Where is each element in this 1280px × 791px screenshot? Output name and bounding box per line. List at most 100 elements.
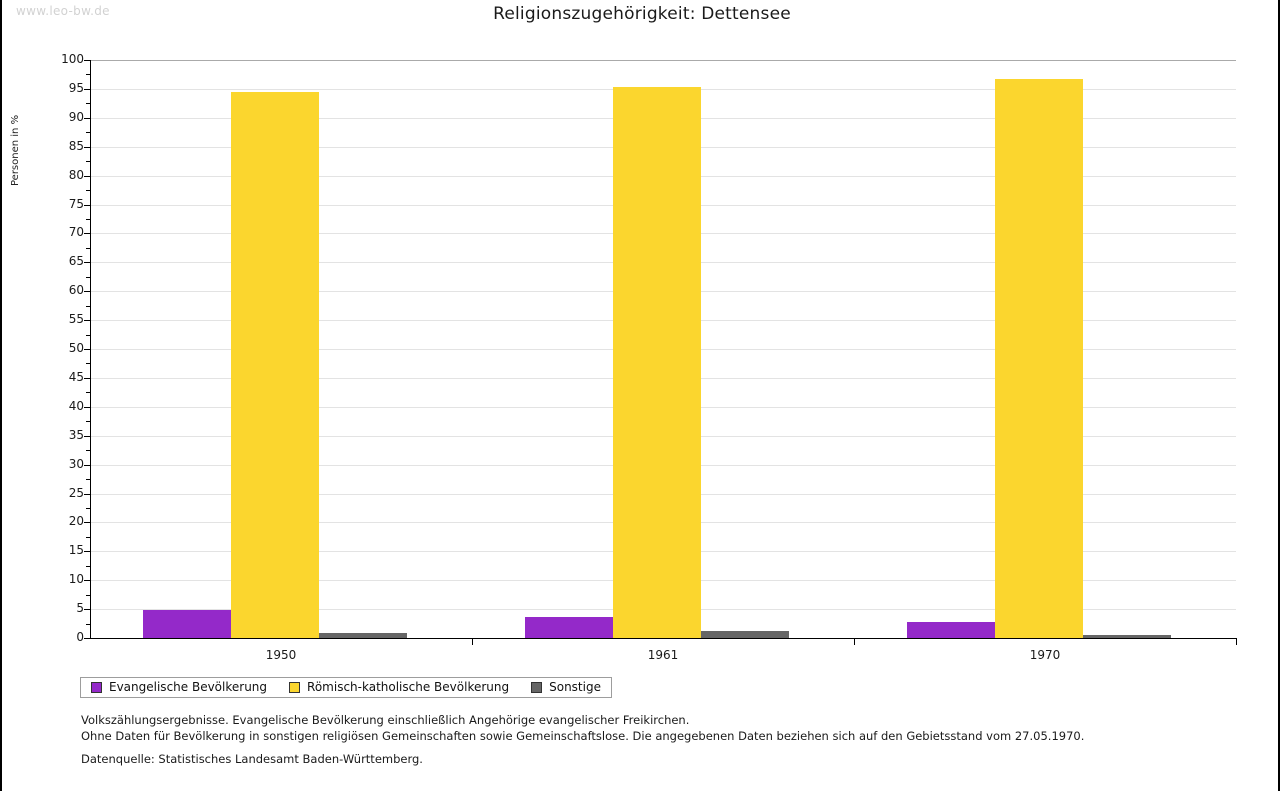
- y-axis-minor-tick: [86, 623, 90, 625]
- y-axis-tick-label: 60: [68, 283, 84, 298]
- y-axis-tick: [84, 146, 90, 148]
- y-axis-minor-tick: [86, 305, 90, 307]
- y-axis-tick-label: 100: [61, 52, 84, 66]
- bar-1950-series-3[interactable]: [319, 633, 407, 638]
- bar-1950-series-2[interactable]: [231, 92, 319, 638]
- y-axis-line: [90, 60, 91, 638]
- y-axis-minor-tick: [86, 507, 90, 509]
- y-axis-tick-label: 30: [68, 456, 84, 471]
- y-axis-minor-tick: [86, 421, 90, 423]
- bar-1961-series-2[interactable]: [613, 87, 701, 638]
- y-axis-tick-label: 45: [68, 369, 84, 384]
- y-axis-tick-label: 95: [68, 80, 84, 95]
- legend-swatch-icon: [289, 681, 301, 693]
- watermark-leo-bw: www.leo-bw.de: [16, 4, 110, 18]
- y-axis-tick: [84, 435, 90, 437]
- y-axis-tick-label: 0: [76, 630, 84, 644]
- y-axis-tick-label: 90: [68, 109, 84, 124]
- y-axis-tick: [84, 406, 90, 408]
- y-axis-tick: [84, 638, 90, 639]
- y-axis-minor-tick: [86, 161, 90, 163]
- plot-top-border: [90, 60, 1236, 61]
- bar-1970-series-2[interactable]: [995, 78, 1083, 638]
- bar-group-1950: [90, 60, 472, 638]
- bar-1970-series-3[interactable]: [1083, 635, 1171, 638]
- x-axis-tick: [472, 638, 473, 645]
- y-axis-tick-label: 25: [68, 485, 84, 500]
- y-axis-tick: [84, 262, 90, 264]
- y-axis-tick: [84, 175, 90, 177]
- legend-label: Evangelische Bevölkerung: [109, 680, 268, 694]
- bar-group-1961: [472, 60, 854, 638]
- y-axis-tick-label: 55: [68, 312, 84, 327]
- x-axis-label-1961: 1961: [647, 648, 679, 662]
- bar-1950-series-1[interactable]: [143, 609, 231, 638]
- y-axis-minor-tick: [86, 594, 90, 596]
- y-axis-tick-label: 40: [68, 398, 84, 413]
- y-axis-minor-tick: [86, 392, 90, 394]
- y-axis-minor-tick: [86, 334, 90, 336]
- y-axis-tick: [84, 117, 90, 119]
- plot-inner: 0 5 10 15 20 25 30 35 40 45 50 55 60 65 70 75 80 85 90 95 10…: [61, 52, 1237, 662]
- y-axis-tick-label: 10: [68, 572, 84, 587]
- y-axis-minor-tick: [86, 276, 90, 278]
- y-axis-tick-label: 15: [68, 543, 84, 558]
- x-axis-tick: [1236, 638, 1237, 645]
- x-axis-label-1970: 1970: [1029, 648, 1061, 662]
- x-axis-line: [90, 638, 1236, 639]
- legend-label: Sonstige: [549, 680, 601, 694]
- y-axis-minor-tick: [86, 74, 90, 76]
- y-axis-tick: [84, 464, 90, 466]
- legend-entry-2[interactable]: Römisch-katholische Bevölkerung: [289, 681, 509, 693]
- y-axis-tick: [84, 60, 90, 61]
- footnotes-block: Volkszählungsergebnisse. Evangelische Be…: [81, 712, 1241, 744]
- y-axis-tick: [84, 233, 90, 235]
- legend-entry-3[interactable]: Sonstige: [531, 681, 601, 693]
- y-axis-tick: [84, 291, 90, 293]
- plot-area: 0 5 10 15 20 25 30 35 40 45 50 55 60 65 70 75 80 85 90 95 10…: [61, 52, 1237, 662]
- y-axis-minor-tick: [86, 218, 90, 220]
- chart-title: Religionszugehörigkeit: Dettensee: [493, 4, 791, 24]
- y-axis-tick-label: 5: [76, 601, 84, 616]
- y-axis-tick: [84, 580, 90, 582]
- y-axis-tick: [84, 609, 90, 611]
- y-axis-tick: [84, 522, 90, 524]
- y-axis-tick-label: 75: [68, 196, 84, 211]
- bar-1961-series-3[interactable]: [701, 631, 789, 638]
- footnote-line-2: Ohne Daten für Bevölkerung in sonstigen …: [81, 729, 1085, 743]
- y-axis-title: Personen in %: [10, 114, 21, 186]
- y-axis-tick-label: 35: [68, 427, 84, 442]
- data-source-line: Datenquelle: Statistisches Landesamt Bad…: [81, 752, 423, 766]
- bar-1961-series-1[interactable]: [525, 617, 613, 638]
- chart-legend: Evangelische Bevölkerung Römisch-katholis…: [80, 677, 612, 698]
- x-axis-label-1950: 1950: [265, 648, 297, 662]
- y-axis-minor-tick: [86, 565, 90, 567]
- y-axis-minor-tick: [86, 190, 90, 192]
- y-axis-tick-label: 65: [68, 254, 84, 269]
- y-axis-tick: [84, 377, 90, 379]
- y-axis-tick-label: 70: [68, 225, 84, 240]
- legend-entry-1[interactable]: Evangelische Bevölkerung: [91, 681, 267, 693]
- y-axis-tick: [84, 349, 90, 350]
- legend-swatch-icon: [531, 681, 543, 693]
- y-axis-minor-tick: [86, 132, 90, 134]
- bar-1970-series-1[interactable]: [907, 622, 995, 638]
- legend-swatch-icon: [91, 681, 102, 693]
- x-axis-tick: [854, 638, 855, 645]
- y-axis-tick-label: 50: [68, 341, 84, 355]
- y-axis-tick-label: 20: [68, 514, 84, 529]
- y-axis-tick: [84, 88, 90, 90]
- legend-label: Römisch-katholische Bevölkerung: [307, 680, 510, 694]
- y-axis-tick: [84, 551, 90, 553]
- y-axis-tick: [84, 493, 90, 495]
- y-axis-minor-tick: [86, 479, 90, 481]
- bar-group-1970: [854, 60, 1236, 638]
- y-axis-tick-label: 80: [68, 167, 84, 182]
- y-axis-minor-tick: [86, 247, 90, 249]
- y-axis-tick-label: 85: [68, 138, 84, 153]
- footnote-line-1: Volkszählungsergebnisse. Evangelische Be…: [81, 713, 690, 727]
- y-axis-minor-tick: [86, 536, 90, 538]
- y-axis-tick: [84, 204, 90, 206]
- y-axis-minor-tick: [86, 363, 90, 365]
